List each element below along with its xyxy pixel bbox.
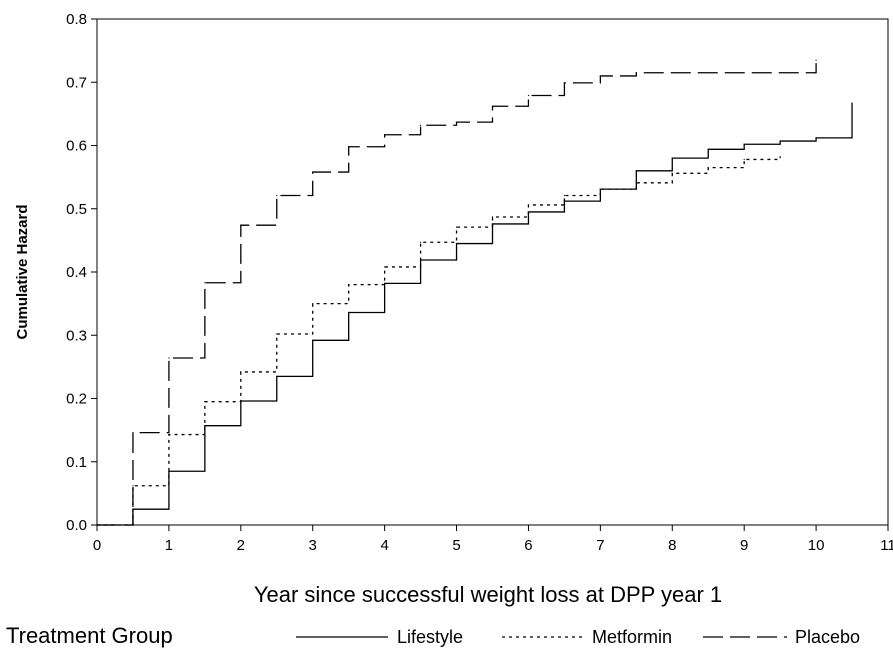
x-tick-label: 6 bbox=[524, 537, 532, 554]
data-point-placebo bbox=[491, 105, 494, 107]
x-tick-label: 7 bbox=[596, 537, 604, 554]
data-point-metformin bbox=[779, 156, 781, 158]
series-line-metformin bbox=[97, 156, 781, 526]
legend: Treatment Group Lifestyle Metformin Placeb… bbox=[6, 623, 860, 648]
data-point-lifestyle bbox=[779, 140, 781, 142]
data-point-placebo bbox=[527, 94, 530, 97]
x-axis: 0 1 2 3 4 5 6 7 8 9 10 11 bbox=[93, 525, 893, 554]
data-point-placebo bbox=[635, 72, 637, 74]
data-point-metformin bbox=[491, 216, 494, 218]
data-point-placebo bbox=[168, 357, 170, 359]
data-point-placebo bbox=[384, 134, 386, 136]
data-point-placebo bbox=[96, 524, 98, 526]
x-tick-label: 9 bbox=[740, 537, 748, 554]
legend-label-metformin: Metformin bbox=[592, 627, 672, 647]
legend-label-lifestyle: Lifestyle bbox=[397, 627, 463, 647]
data-point-placebo bbox=[276, 194, 278, 197]
legend-title: Treatment Group bbox=[6, 623, 173, 648]
data-point-lifestyle bbox=[851, 102, 853, 104]
data-point-lifestyle bbox=[455, 242, 458, 245]
data-point-placebo bbox=[419, 124, 422, 126]
y-tick-label: 0.6 bbox=[66, 138, 87, 155]
x-tick-label: 11 bbox=[880, 537, 893, 554]
data-point-metformin bbox=[455, 226, 458, 228]
data-point-metformin bbox=[276, 333, 278, 335]
x-tick-label: 8 bbox=[668, 537, 676, 554]
data-point-metformin bbox=[563, 194, 566, 197]
data-point-metformin bbox=[204, 401, 206, 403]
data-point-lifestyle bbox=[168, 470, 170, 472]
y-tick-label: 0.8 bbox=[66, 11, 87, 28]
x-tick-label: 4 bbox=[380, 537, 388, 554]
data-point-placebo bbox=[563, 82, 566, 84]
x-axis-title: Year since successful weight loss at DPP… bbox=[254, 582, 722, 607]
data-point-placebo bbox=[312, 171, 314, 173]
x-tick-label: 10 bbox=[808, 537, 825, 554]
data-point-metformin bbox=[312, 303, 314, 305]
data-point-placebo bbox=[455, 121, 458, 123]
y-tick-label: 0.0 bbox=[66, 517, 87, 534]
series-line-lifestyle bbox=[97, 103, 853, 526]
data-point-metformin bbox=[168, 433, 170, 436]
x-tick-label: 5 bbox=[452, 537, 460, 554]
x-tick-label: 1 bbox=[165, 537, 173, 554]
x-tick-label: 0 bbox=[93, 537, 101, 554]
y-axis: 0.0 0.1 0.2 0.3 0.4 0.5 0.6 0.7 0.8 bbox=[66, 11, 97, 534]
data-point-metformin bbox=[707, 167, 709, 169]
data-point-lifestyle bbox=[635, 170, 637, 172]
data-point-lifestyle bbox=[491, 223, 494, 225]
data-point-lifestyle bbox=[276, 375, 278, 377]
plot-frame bbox=[96, 18, 889, 526]
data-point-metformin bbox=[348, 284, 350, 286]
data-point-metformin bbox=[527, 204, 530, 206]
data-point-placebo bbox=[599, 75, 601, 77]
x-tick-label: 3 bbox=[309, 537, 317, 554]
y-tick-label: 0.5 bbox=[66, 201, 87, 218]
data-point-lifestyle bbox=[348, 311, 350, 314]
data-point-metformin bbox=[240, 371, 242, 373]
data-point-placebo bbox=[815, 59, 817, 61]
y-tick-label: 0.7 bbox=[66, 74, 87, 91]
y-tick-label: 0.4 bbox=[66, 264, 87, 281]
data-point-metformin bbox=[132, 485, 134, 487]
y-axis-title: Cumulative Hazard bbox=[14, 204, 31, 339]
data-point-placebo bbox=[204, 282, 206, 284]
data-point-metformin bbox=[419, 241, 422, 243]
data-point-metformin bbox=[743, 158, 745, 161]
data-point-placebo bbox=[348, 146, 350, 148]
data-point-metformin bbox=[599, 188, 601, 190]
data-point-lifestyle bbox=[743, 143, 745, 145]
data-point-placebo bbox=[132, 432, 134, 434]
data-point-lifestyle bbox=[815, 137, 817, 139]
data-point-placebo bbox=[240, 224, 242, 226]
y-tick-label: 0.1 bbox=[66, 454, 87, 471]
data-point-metformin bbox=[384, 266, 386, 268]
data-point-lifestyle bbox=[707, 148, 709, 150]
data-point-lifestyle bbox=[204, 425, 206, 427]
data-point-lifestyle bbox=[312, 339, 314, 341]
data-point-lifestyle bbox=[384, 282, 386, 284]
data-point-lifestyle bbox=[671, 157, 673, 159]
data-point-metformin bbox=[671, 172, 673, 174]
series-layer bbox=[96, 59, 853, 526]
y-tick-label: 0.3 bbox=[66, 327, 87, 344]
y-tick-label: 0.2 bbox=[66, 391, 87, 408]
x-tick-label: 2 bbox=[237, 537, 245, 554]
data-point-metformin bbox=[635, 182, 637, 184]
legend-label-placebo: Placebo bbox=[795, 627, 860, 647]
